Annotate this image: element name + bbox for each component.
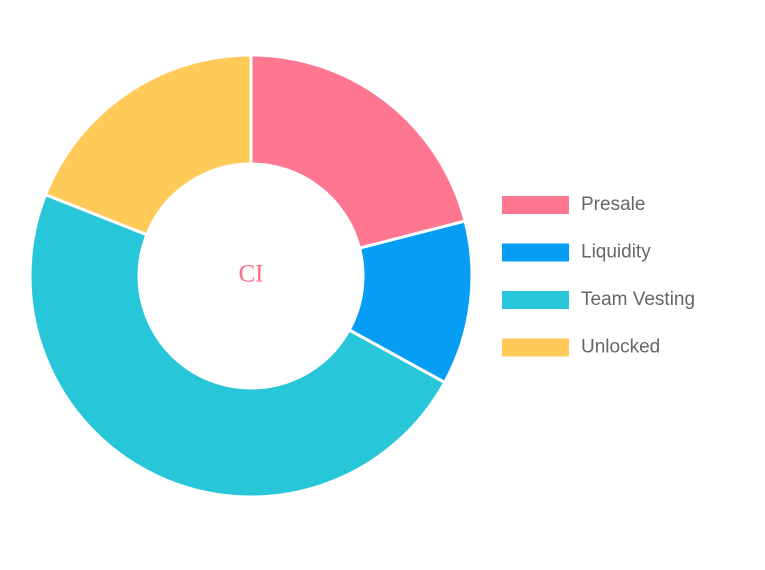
legend-item[interactable]: Team Vesting [502, 289, 695, 310]
legend-label: Unlocked [581, 337, 660, 358]
legend-item[interactable]: Unlocked [502, 337, 660, 358]
slice-team-vesting[interactable] [28, 192, 447, 499]
chart-legend: Presale Liquidity Team Vesting Unlocked [502, 194, 695, 358]
legend-swatch [502, 338, 569, 357]
legend-item[interactable]: Liquidity [502, 242, 651, 263]
slice-presale[interactable] [249, 53, 467, 250]
center-label: CI [239, 261, 264, 288]
chart-slices [28, 53, 474, 499]
legend-swatch [502, 196, 569, 214]
legend-swatch [502, 291, 569, 309]
legend-label: Team Vesting [581, 289, 695, 310]
legend-label: Liquidity [581, 242, 651, 263]
legend-label: Presale [581, 194, 645, 215]
legend-swatch [502, 243, 569, 262]
slice-unlocked[interactable] [43, 53, 253, 237]
legend-item[interactable]: Presale [502, 194, 645, 215]
